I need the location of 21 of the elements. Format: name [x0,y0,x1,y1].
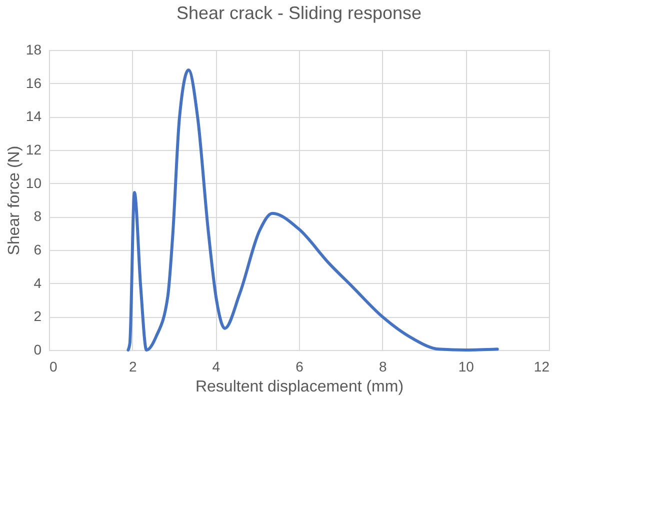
x-tick-label: 10 [458,358,474,374]
x-tick-label: 6 [296,358,304,374]
line-series [126,68,499,352]
y-tick-label: 4 [34,274,42,291]
y-tick-label: 0 [34,342,42,358]
x-tick-label: 0 [50,358,58,374]
y-tick-label: 16 [26,74,42,91]
y-tick-label: 2 [34,308,42,324]
y-tick-label: 10 [26,174,42,191]
x-tick-label: 8 [378,358,387,374]
x-tick-label: 12 [534,358,550,374]
y-tick-label: 14 [26,108,42,124]
x-axis-title: Resultent displacement (mm) [195,378,404,396]
y-tick-label: 12 [26,142,42,158]
y-tick-label: 18 [26,42,42,58]
y-tick-label: 6 [34,242,42,258]
y-tick-label: 8 [34,208,42,224]
chart-title: Shear crack - Sliding response [176,3,422,23]
x-tick-label: 4 [212,358,220,374]
x-tick-label: 2 [128,358,137,374]
y-axis-title: Shear force (N) [6,146,23,256]
